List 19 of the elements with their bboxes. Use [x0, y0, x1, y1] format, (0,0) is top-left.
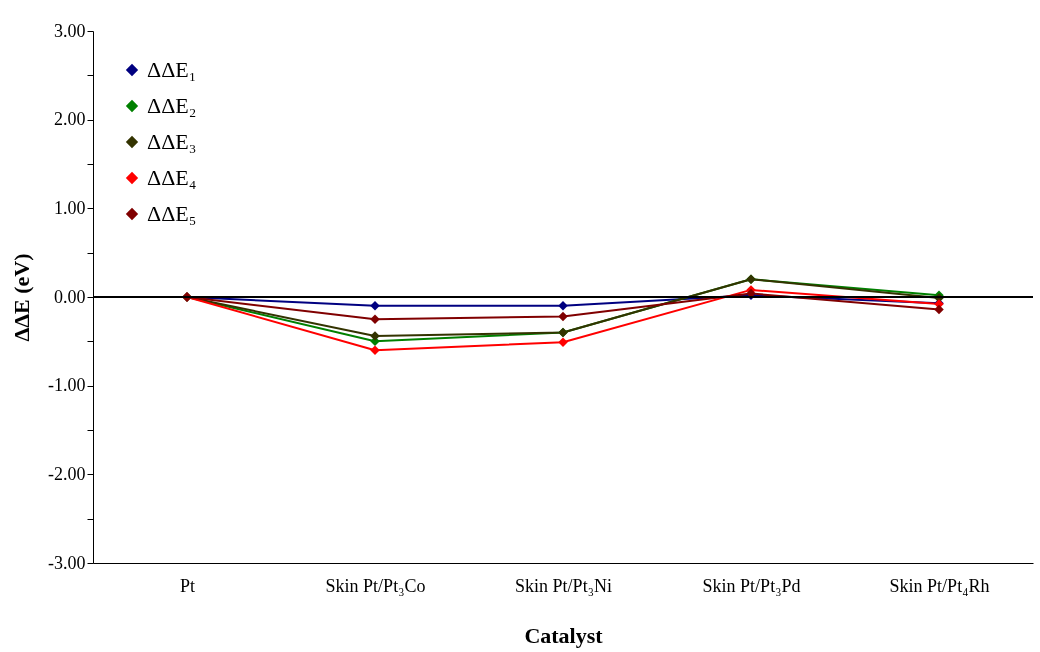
x-tick-label: Skin Pt/Pt₃Pd [702, 575, 801, 596]
legend-label: ΔΔE₁ [147, 57, 197, 82]
y-tick-label: -2.00 [48, 463, 86, 484]
legend-label: ΔΔE₅ [147, 201, 197, 226]
y-tick-label: 1.00 [54, 197, 86, 218]
x-tick-label: Skin Pt/Pt₃Co [325, 575, 426, 596]
y-tick-label: 0.00 [54, 286, 86, 307]
x-tick-label: Skin Pt/Pt₃Ni [515, 575, 612, 596]
x-axis-title: Catalyst [524, 622, 604, 648]
y-tick-label: -3.00 [48, 552, 86, 573]
legend-label: ΔΔE₃ [147, 129, 197, 154]
legend-label: ΔΔE₄ [147, 165, 197, 190]
y-tick-label: -1.00 [48, 375, 86, 396]
legend-label: ΔΔE₂ [147, 93, 197, 118]
x-tick-label: Pt [179, 575, 196, 596]
x-tick-label: Skin Pt/Pt₄Rh [889, 575, 990, 596]
y-tick-label: 2.00 [54, 109, 86, 130]
y-axis-title: ΔΔE (eV) [9, 253, 35, 342]
y-tick-label: 3.00 [54, 20, 86, 41]
